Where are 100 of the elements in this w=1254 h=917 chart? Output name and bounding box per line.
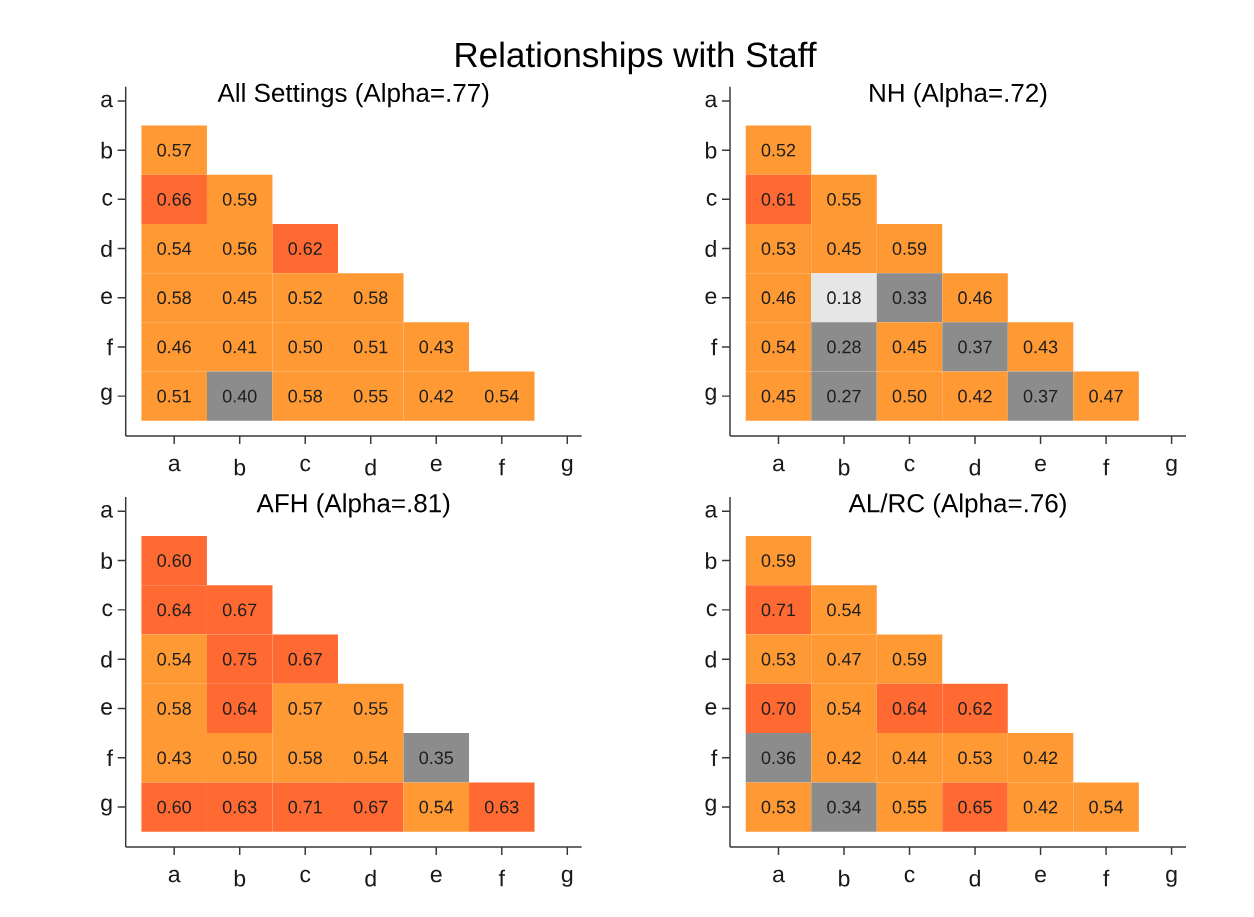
- data-label: 0.54: [827, 702, 861, 715]
- x-tick-label: d: [969, 869, 980, 887]
- x-tick-label: a: [773, 458, 785, 472]
- data-label: 0.36: [761, 751, 796, 765]
- data-label: 0.58: [157, 291, 191, 305]
- y-tick-label: f: [711, 749, 718, 767]
- data-label: 0.50: [222, 751, 257, 765]
- data-label: 0.51: [353, 340, 388, 354]
- data-label: 0.41: [222, 340, 257, 354]
- data-label: 0.55: [353, 389, 388, 403]
- x-tick-label: a: [773, 869, 785, 883]
- data-label: 0.35: [419, 751, 454, 765]
- x-tick-label: d: [365, 869, 376, 887]
- y-tick-label: d: [705, 650, 716, 668]
- x-tick-label: b: [234, 869, 246, 887]
- y-tick-label: c: [102, 603, 113, 617]
- data-label: 0.64: [157, 603, 192, 617]
- data-label: 0.57: [288, 702, 322, 715]
- data-label: 0.54: [157, 242, 192, 255]
- data-label: 0.60: [157, 554, 191, 567]
- chart-title: NH (Alpha=.72): [870, 82, 1047, 108]
- data-label: 0.61: [761, 192, 796, 206]
- data-label: 0.53: [761, 242, 796, 255]
- x-tick-label: e: [1035, 869, 1046, 883]
- x-tick-label: c: [904, 458, 915, 472]
- y-tick-label: c: [102, 193, 113, 206]
- data-label: 0.42: [958, 389, 992, 403]
- x-tick-label: c: [300, 458, 311, 472]
- x-tick-label: e: [430, 869, 442, 883]
- data-label: 0.40: [222, 389, 257, 403]
- x-tick-label: b: [839, 458, 850, 476]
- data-label: 0.60: [157, 800, 191, 814]
- y-tick-label: g: [705, 798, 716, 816]
- data-label: 0.59: [892, 652, 927, 666]
- data-label: 0.47: [827, 652, 861, 666]
- data-label: 0.63: [484, 800, 519, 814]
- data-label: 0.43: [1023, 340, 1058, 354]
- data-label: 0.46: [958, 291, 992, 305]
- data-label: 0.54: [353, 751, 388, 765]
- y-tick-label: f: [106, 749, 114, 767]
- y-tick-label: f: [711, 338, 718, 356]
- x-tick-label: d: [969, 458, 980, 476]
- data-label: 0.63: [222, 800, 257, 814]
- data-label: 0.42: [1023, 751, 1058, 765]
- data-label: 0.59: [892, 242, 927, 255]
- data-label: 0.52: [288, 291, 322, 305]
- x-tick-label: a: [168, 869, 181, 883]
- data-label: 0.58: [288, 389, 322, 403]
- y-tick-label: b: [705, 552, 717, 570]
- data-label: 0.64: [892, 702, 927, 715]
- data-label: 0.66: [157, 192, 191, 206]
- y-tick-label: b: [101, 552, 113, 570]
- data-label: 0.37: [958, 340, 992, 354]
- y-tick-label: d: [705, 240, 716, 257]
- data-label: 0.71: [288, 800, 322, 814]
- x-tick-label: f: [1103, 869, 1110, 887]
- data-label: 0.55: [353, 702, 388, 715]
- data-label: 0.58: [157, 702, 191, 715]
- data-label: 0.57: [157, 143, 191, 157]
- data-label: 0.53: [761, 800, 796, 814]
- y-tick-label: c: [706, 193, 717, 206]
- x-tick-label: f: [498, 458, 505, 476]
- y-tick-label: b: [705, 141, 717, 159]
- data-label: 0.58: [353, 291, 388, 305]
- y-tick-label: g: [705, 387, 716, 405]
- x-tick-label: c: [300, 869, 311, 883]
- y-tick-label: b: [101, 141, 113, 159]
- data-label: 0.34: [827, 800, 861, 814]
- data-label: 0.46: [761, 291, 796, 305]
- data-label: 0.53: [958, 751, 992, 765]
- y-tick-label: a: [101, 94, 113, 108]
- data-label: 0.58: [288, 751, 322, 765]
- data-label: 0.53: [761, 652, 796, 666]
- data-label: 0.43: [419, 340, 453, 354]
- data-label: 0.52: [761, 143, 796, 157]
- data-label: 0.45: [827, 242, 861, 255]
- y-tick-label: e: [101, 702, 112, 715]
- data-label: 0.47: [1089, 389, 1123, 403]
- data-label: 0.50: [892, 389, 927, 403]
- x-tick-label: g: [561, 869, 573, 887]
- data-label: 0.28: [827, 340, 861, 354]
- data-label: 0.18: [827, 291, 861, 305]
- data-label: 0.42: [419, 389, 453, 403]
- data-label: 0.27: [827, 389, 861, 403]
- y-tick-label: d: [101, 240, 112, 257]
- data-label: 0.43: [157, 751, 191, 765]
- data-label: 0.55: [827, 192, 861, 206]
- data-label: 0.70: [761, 702, 796, 715]
- data-label: 0.51: [157, 389, 191, 403]
- x-tick-label: e: [430, 458, 442, 472]
- data-label: 0.42: [1023, 800, 1058, 814]
- x-tick-label: g: [1166, 458, 1177, 476]
- data-label: 0.71: [761, 603, 796, 617]
- x-tick-label: d: [365, 458, 376, 476]
- data-label: 0.50: [288, 340, 323, 354]
- data-label: 0.59: [222, 192, 257, 206]
- data-label: 0.54: [827, 603, 861, 617]
- data-label: 0.64: [222, 702, 257, 715]
- data-label: 0.45: [761, 389, 796, 403]
- x-tick-label: c: [904, 869, 915, 883]
